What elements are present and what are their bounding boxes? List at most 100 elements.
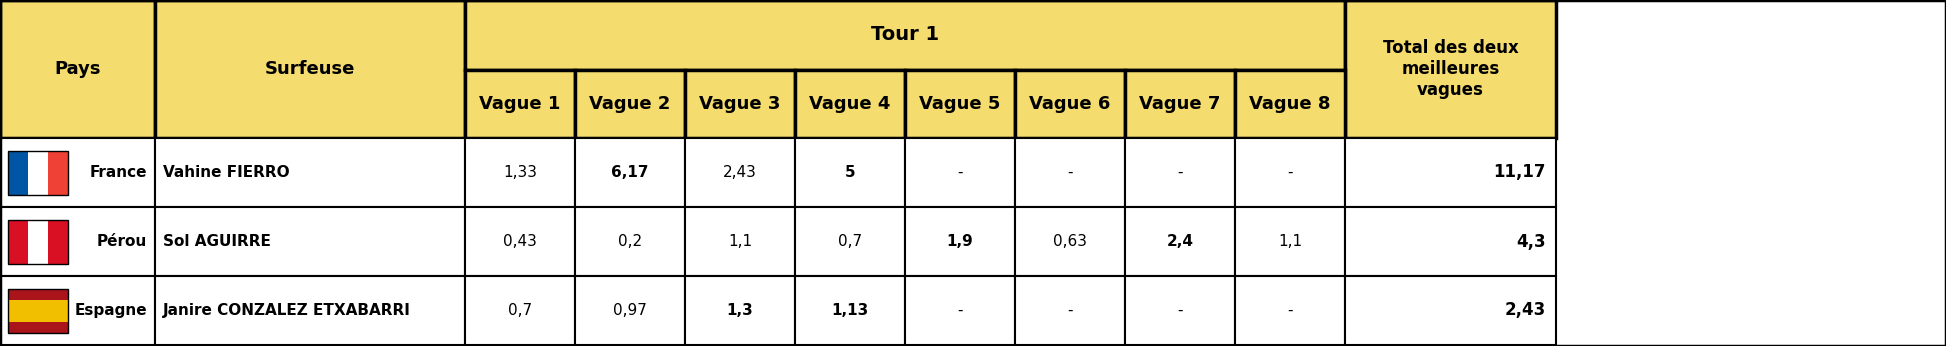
Text: 1,1: 1,1 bbox=[728, 234, 751, 249]
Bar bbox=[1016, 276, 1125, 345]
Bar bbox=[1236, 138, 1345, 207]
Bar bbox=[1016, 207, 1125, 276]
Bar bbox=[1125, 207, 1236, 276]
Text: Vahine FIERRO: Vahine FIERRO bbox=[163, 165, 290, 180]
Text: 1,1: 1,1 bbox=[1279, 234, 1302, 249]
Text: Vague 4: Vague 4 bbox=[810, 95, 891, 113]
Text: -: - bbox=[957, 303, 963, 318]
Bar bbox=[1016, 70, 1125, 138]
Bar bbox=[1236, 207, 1345, 276]
Bar bbox=[465, 0, 1345, 70]
Bar bbox=[8, 289, 68, 333]
Text: Pérou: Pérou bbox=[97, 234, 148, 249]
Text: 0,43: 0,43 bbox=[504, 234, 537, 249]
Bar bbox=[796, 138, 905, 207]
Bar bbox=[796, 70, 905, 138]
Bar bbox=[905, 138, 1016, 207]
Bar bbox=[1125, 138, 1236, 207]
Bar bbox=[8, 289, 68, 300]
Text: -: - bbox=[1177, 165, 1183, 180]
Bar bbox=[685, 70, 796, 138]
Bar bbox=[465, 138, 574, 207]
Bar bbox=[8, 219, 68, 264]
Text: Vague 1: Vague 1 bbox=[479, 95, 560, 113]
Bar bbox=[905, 70, 1016, 138]
Bar bbox=[156, 207, 465, 276]
Text: Vague 8: Vague 8 bbox=[1249, 95, 1331, 113]
Bar bbox=[1016, 138, 1125, 207]
Text: 0,2: 0,2 bbox=[619, 234, 642, 249]
Bar bbox=[0, 207, 156, 276]
Text: Vague 2: Vague 2 bbox=[590, 95, 671, 113]
Bar bbox=[905, 207, 1016, 276]
Text: Vague 7: Vague 7 bbox=[1138, 95, 1220, 113]
Bar bbox=[0, 138, 156, 207]
Text: France: France bbox=[90, 165, 148, 180]
Text: 6,17: 6,17 bbox=[611, 165, 648, 180]
Text: Vague 6: Vague 6 bbox=[1029, 95, 1111, 113]
Bar bbox=[8, 321, 68, 333]
Bar bbox=[574, 207, 685, 276]
Bar bbox=[685, 207, 796, 276]
Bar bbox=[1125, 70, 1236, 138]
Text: Surfeuse: Surfeuse bbox=[265, 60, 356, 78]
Text: 0,97: 0,97 bbox=[613, 303, 646, 318]
Bar bbox=[685, 276, 796, 345]
Bar bbox=[49, 151, 68, 194]
Text: -: - bbox=[1286, 303, 1292, 318]
Text: -: - bbox=[957, 165, 963, 180]
Text: Tour 1: Tour 1 bbox=[872, 26, 940, 45]
Bar bbox=[796, 276, 905, 345]
Bar bbox=[465, 276, 574, 345]
Bar bbox=[1345, 0, 1557, 138]
Bar bbox=[1345, 138, 1557, 207]
Bar bbox=[8, 151, 68, 194]
Bar bbox=[8, 310, 68, 321]
Bar bbox=[156, 276, 465, 345]
Text: -: - bbox=[1286, 165, 1292, 180]
Bar bbox=[0, 0, 156, 138]
Bar bbox=[574, 276, 685, 345]
Text: -: - bbox=[1177, 303, 1183, 318]
Text: Vague 3: Vague 3 bbox=[699, 95, 780, 113]
Text: 5: 5 bbox=[845, 165, 856, 180]
Bar bbox=[574, 70, 685, 138]
Bar bbox=[574, 138, 685, 207]
Text: 0,63: 0,63 bbox=[1053, 234, 1088, 249]
Bar bbox=[156, 0, 465, 138]
Text: 0,7: 0,7 bbox=[839, 234, 862, 249]
Text: -: - bbox=[1066, 303, 1072, 318]
Text: 2,4: 2,4 bbox=[1166, 234, 1193, 249]
Text: Total des deux
meilleures
vagues: Total des deux meilleures vagues bbox=[1382, 39, 1518, 99]
Bar bbox=[8, 219, 27, 264]
Bar bbox=[1345, 207, 1557, 276]
Text: 2,43: 2,43 bbox=[724, 165, 757, 180]
Text: 0,7: 0,7 bbox=[508, 303, 531, 318]
Text: -: - bbox=[1066, 165, 1072, 180]
Bar bbox=[27, 219, 49, 264]
Bar bbox=[1345, 276, 1557, 345]
Bar bbox=[8, 300, 68, 310]
Text: 2,43: 2,43 bbox=[1504, 301, 1545, 319]
Bar bbox=[49, 219, 68, 264]
Bar bbox=[685, 138, 796, 207]
Text: 1,9: 1,9 bbox=[946, 234, 973, 249]
Text: Janire CONZALEZ ETXABARRI: Janire CONZALEZ ETXABARRI bbox=[163, 303, 411, 318]
Bar bbox=[156, 138, 465, 207]
Bar bbox=[0, 276, 156, 345]
Text: Vague 5: Vague 5 bbox=[919, 95, 1000, 113]
Bar bbox=[905, 276, 1016, 345]
Bar bbox=[1125, 276, 1236, 345]
Bar bbox=[1236, 70, 1345, 138]
Text: Sol AGUIRRE: Sol AGUIRRE bbox=[163, 234, 270, 249]
Text: 1,33: 1,33 bbox=[502, 165, 537, 180]
Text: Espagne: Espagne bbox=[74, 303, 148, 318]
Bar bbox=[1236, 276, 1345, 345]
Bar bbox=[465, 207, 574, 276]
Text: Pays: Pays bbox=[54, 60, 101, 78]
Text: 1,13: 1,13 bbox=[831, 303, 868, 318]
Text: 11,17: 11,17 bbox=[1493, 164, 1545, 182]
Bar bbox=[465, 70, 574, 138]
Bar bbox=[8, 151, 27, 194]
Bar bbox=[796, 207, 905, 276]
